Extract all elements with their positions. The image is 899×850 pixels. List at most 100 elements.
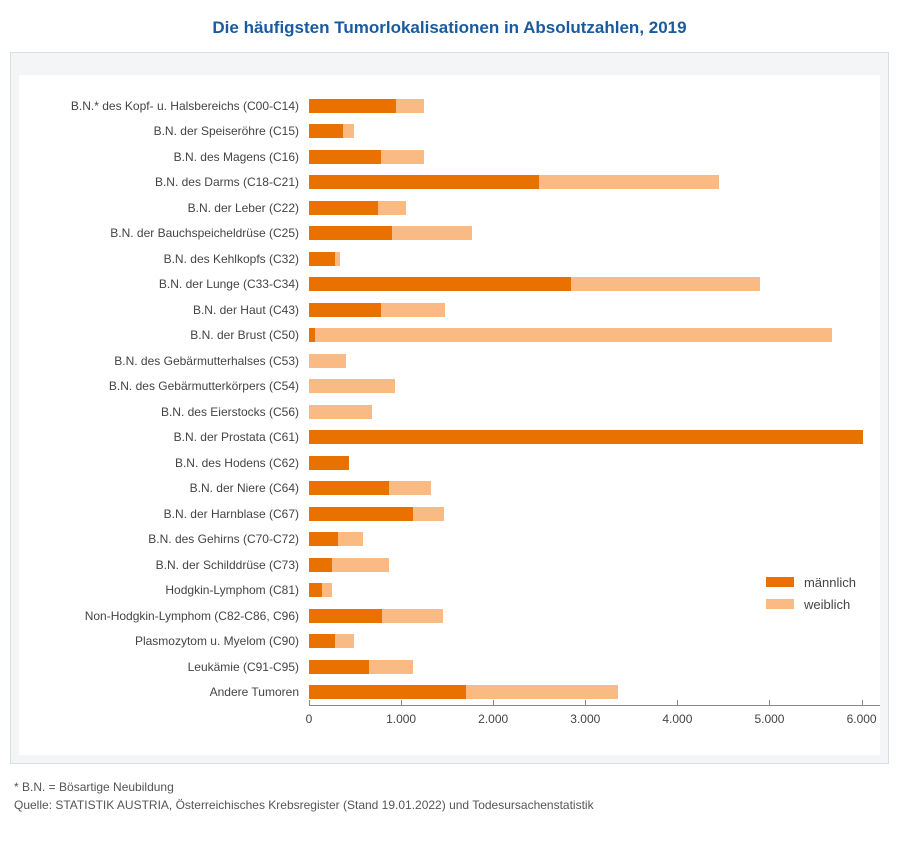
bar-segment-male [309, 175, 539, 189]
bar-segment-female [392, 226, 472, 240]
bar-segment-female [571, 277, 760, 291]
bar-segment-male [309, 456, 349, 470]
bar-segment-male [309, 660, 369, 674]
x-axis: 01.0002.0003.0004.0005.0006.000 [19, 705, 880, 745]
bar-segment-male [309, 532, 338, 546]
x-tick-label: 1.000 [386, 712, 416, 726]
bar-row: B.N. der Speiseröhre (C15) [19, 119, 880, 145]
bar-segment-male [309, 124, 343, 138]
bar-row: B.N. des Magens (C16) [19, 144, 880, 170]
category-label: B.N. der Schilddrüse (C73) [19, 558, 309, 572]
bar-track [309, 456, 880, 470]
bar-track [309, 405, 880, 419]
bar-row: Non-Hodgkin-Lymphom (C82-C86, C96) [19, 603, 880, 629]
bar-segment-female [332, 558, 389, 572]
bar-row: B.N. des Darms (C18-C21) [19, 170, 880, 196]
x-axis-track: 01.0002.0003.0004.0005.0006.000 [309, 705, 880, 745]
bar-segment-male [309, 583, 322, 597]
footnote-abbrev: * B.N. = Bösartige Neubildung [14, 778, 885, 796]
category-label: B.N. des Gehirns (C70-C72) [19, 532, 309, 546]
bar-track [309, 685, 880, 699]
bar-track [309, 532, 880, 546]
bar-segment-male [309, 634, 335, 648]
legend-label-female: weiblich [804, 597, 850, 612]
bar-segment-female [322, 583, 332, 597]
bar-row: Leukämie (C91-C95) [19, 654, 880, 680]
bar-segment-female [315, 328, 833, 342]
plot-area: B.N.* des Kopf- u. Halsbereichs (C00-C14… [19, 75, 880, 755]
bar-track [309, 430, 880, 444]
legend-label-male: männlich [804, 575, 856, 590]
bar-segment-female [381, 303, 445, 317]
bar-row: B.N.* des Kopf- u. Halsbereichs (C00-C14… [19, 93, 880, 119]
x-tick-label: 6.000 [847, 712, 877, 726]
category-label: B.N. der Niere (C64) [19, 481, 309, 495]
bar-segment-male [309, 558, 332, 572]
bar-segment-male [309, 226, 392, 240]
category-label: B.N. des Magens (C16) [19, 150, 309, 164]
bar-segment-female [381, 150, 424, 164]
category-label: B.N. des Kehlkopfs (C32) [19, 252, 309, 266]
category-label: Andere Tumoren [19, 685, 309, 699]
bar-row: B.N. der Prostata (C61) [19, 425, 880, 451]
category-label: B.N. des Gebärmutterkörpers (C54) [19, 379, 309, 393]
plot-panel: B.N.* des Kopf- u. Halsbereichs (C00-C14… [10, 52, 889, 764]
category-label: B.N. des Gebärmutterhalses (C53) [19, 354, 309, 368]
bar-track [309, 303, 880, 317]
legend-swatch-female [766, 599, 794, 609]
x-tick-label: 5.000 [754, 712, 784, 726]
x-tick-label: 2.000 [478, 712, 508, 726]
bar-segment-female [335, 634, 354, 648]
category-label: B.N. der Brust (C50) [19, 328, 309, 342]
x-tick [401, 700, 402, 706]
bar-segment-male [309, 609, 382, 623]
bar-segment-male [309, 685, 466, 699]
chart-container: Die häufigsten Tumorlokalisationen in Ab… [0, 0, 899, 814]
bar-segment-female [378, 201, 406, 215]
x-tick [309, 700, 310, 706]
bar-row: Andere Tumoren [19, 680, 880, 706]
legend-item-female: weiblich [766, 593, 856, 615]
bar-track [309, 481, 880, 495]
bar-segment-male [309, 430, 863, 444]
bar-segment-female [335, 252, 341, 266]
bar-row: B.N. des Kehlkopfs (C32) [19, 246, 880, 272]
bar-row: B.N. des Gebärmutterhalses (C53) [19, 348, 880, 374]
bar-segment-male [309, 507, 413, 521]
bar-row: B.N. der Niere (C64) [19, 476, 880, 502]
bar-segment-female [343, 124, 354, 138]
category-label: Non-Hodgkin-Lymphom (C82-C86, C96) [19, 609, 309, 623]
bar-track [309, 201, 880, 215]
bar-track [309, 252, 880, 266]
bar-segment-female [369, 660, 413, 674]
bar-segment-male [309, 303, 381, 317]
x-tick [493, 700, 494, 706]
bar-row: B.N. der Harnblase (C67) [19, 501, 880, 527]
bar-row: Hodgkin-Lymphom (C81) [19, 578, 880, 604]
bar-segment-female [338, 532, 363, 546]
x-tick-label: 4.000 [662, 712, 692, 726]
bar-rows: B.N.* des Kopf- u. Halsbereichs (C00-C14… [19, 75, 880, 705]
bar-track [309, 175, 880, 189]
bar-row: B.N. des Gehirns (C70-C72) [19, 527, 880, 553]
chart-title: Die häufigsten Tumorlokalisationen in Ab… [0, 10, 899, 52]
category-label: B.N. des Hodens (C62) [19, 456, 309, 470]
bar-row: B.N. der Leber (C22) [19, 195, 880, 221]
bar-segment-male [309, 201, 378, 215]
bar-row: B.N. der Schilddrüse (C73) [19, 552, 880, 578]
legend-swatch-male [766, 577, 794, 587]
bar-segment-male [309, 252, 335, 266]
bar-track [309, 99, 880, 113]
bar-track [309, 660, 880, 674]
bar-track [309, 226, 880, 240]
bar-row: B.N. der Bauchspeicheldrüse (C25) [19, 221, 880, 247]
bar-segment-female [413, 507, 444, 521]
bar-segment-female [389, 481, 430, 495]
footnote-source: Quelle: STATISTIK AUSTRIA, Österreichisc… [14, 796, 885, 814]
category-label: B.N. der Leber (C22) [19, 201, 309, 215]
bar-row: B.N. des Eierstocks (C56) [19, 399, 880, 425]
category-label: B.N. der Haut (C43) [19, 303, 309, 317]
bar-track [309, 379, 880, 393]
x-tick [585, 700, 586, 706]
bar-track [309, 124, 880, 138]
